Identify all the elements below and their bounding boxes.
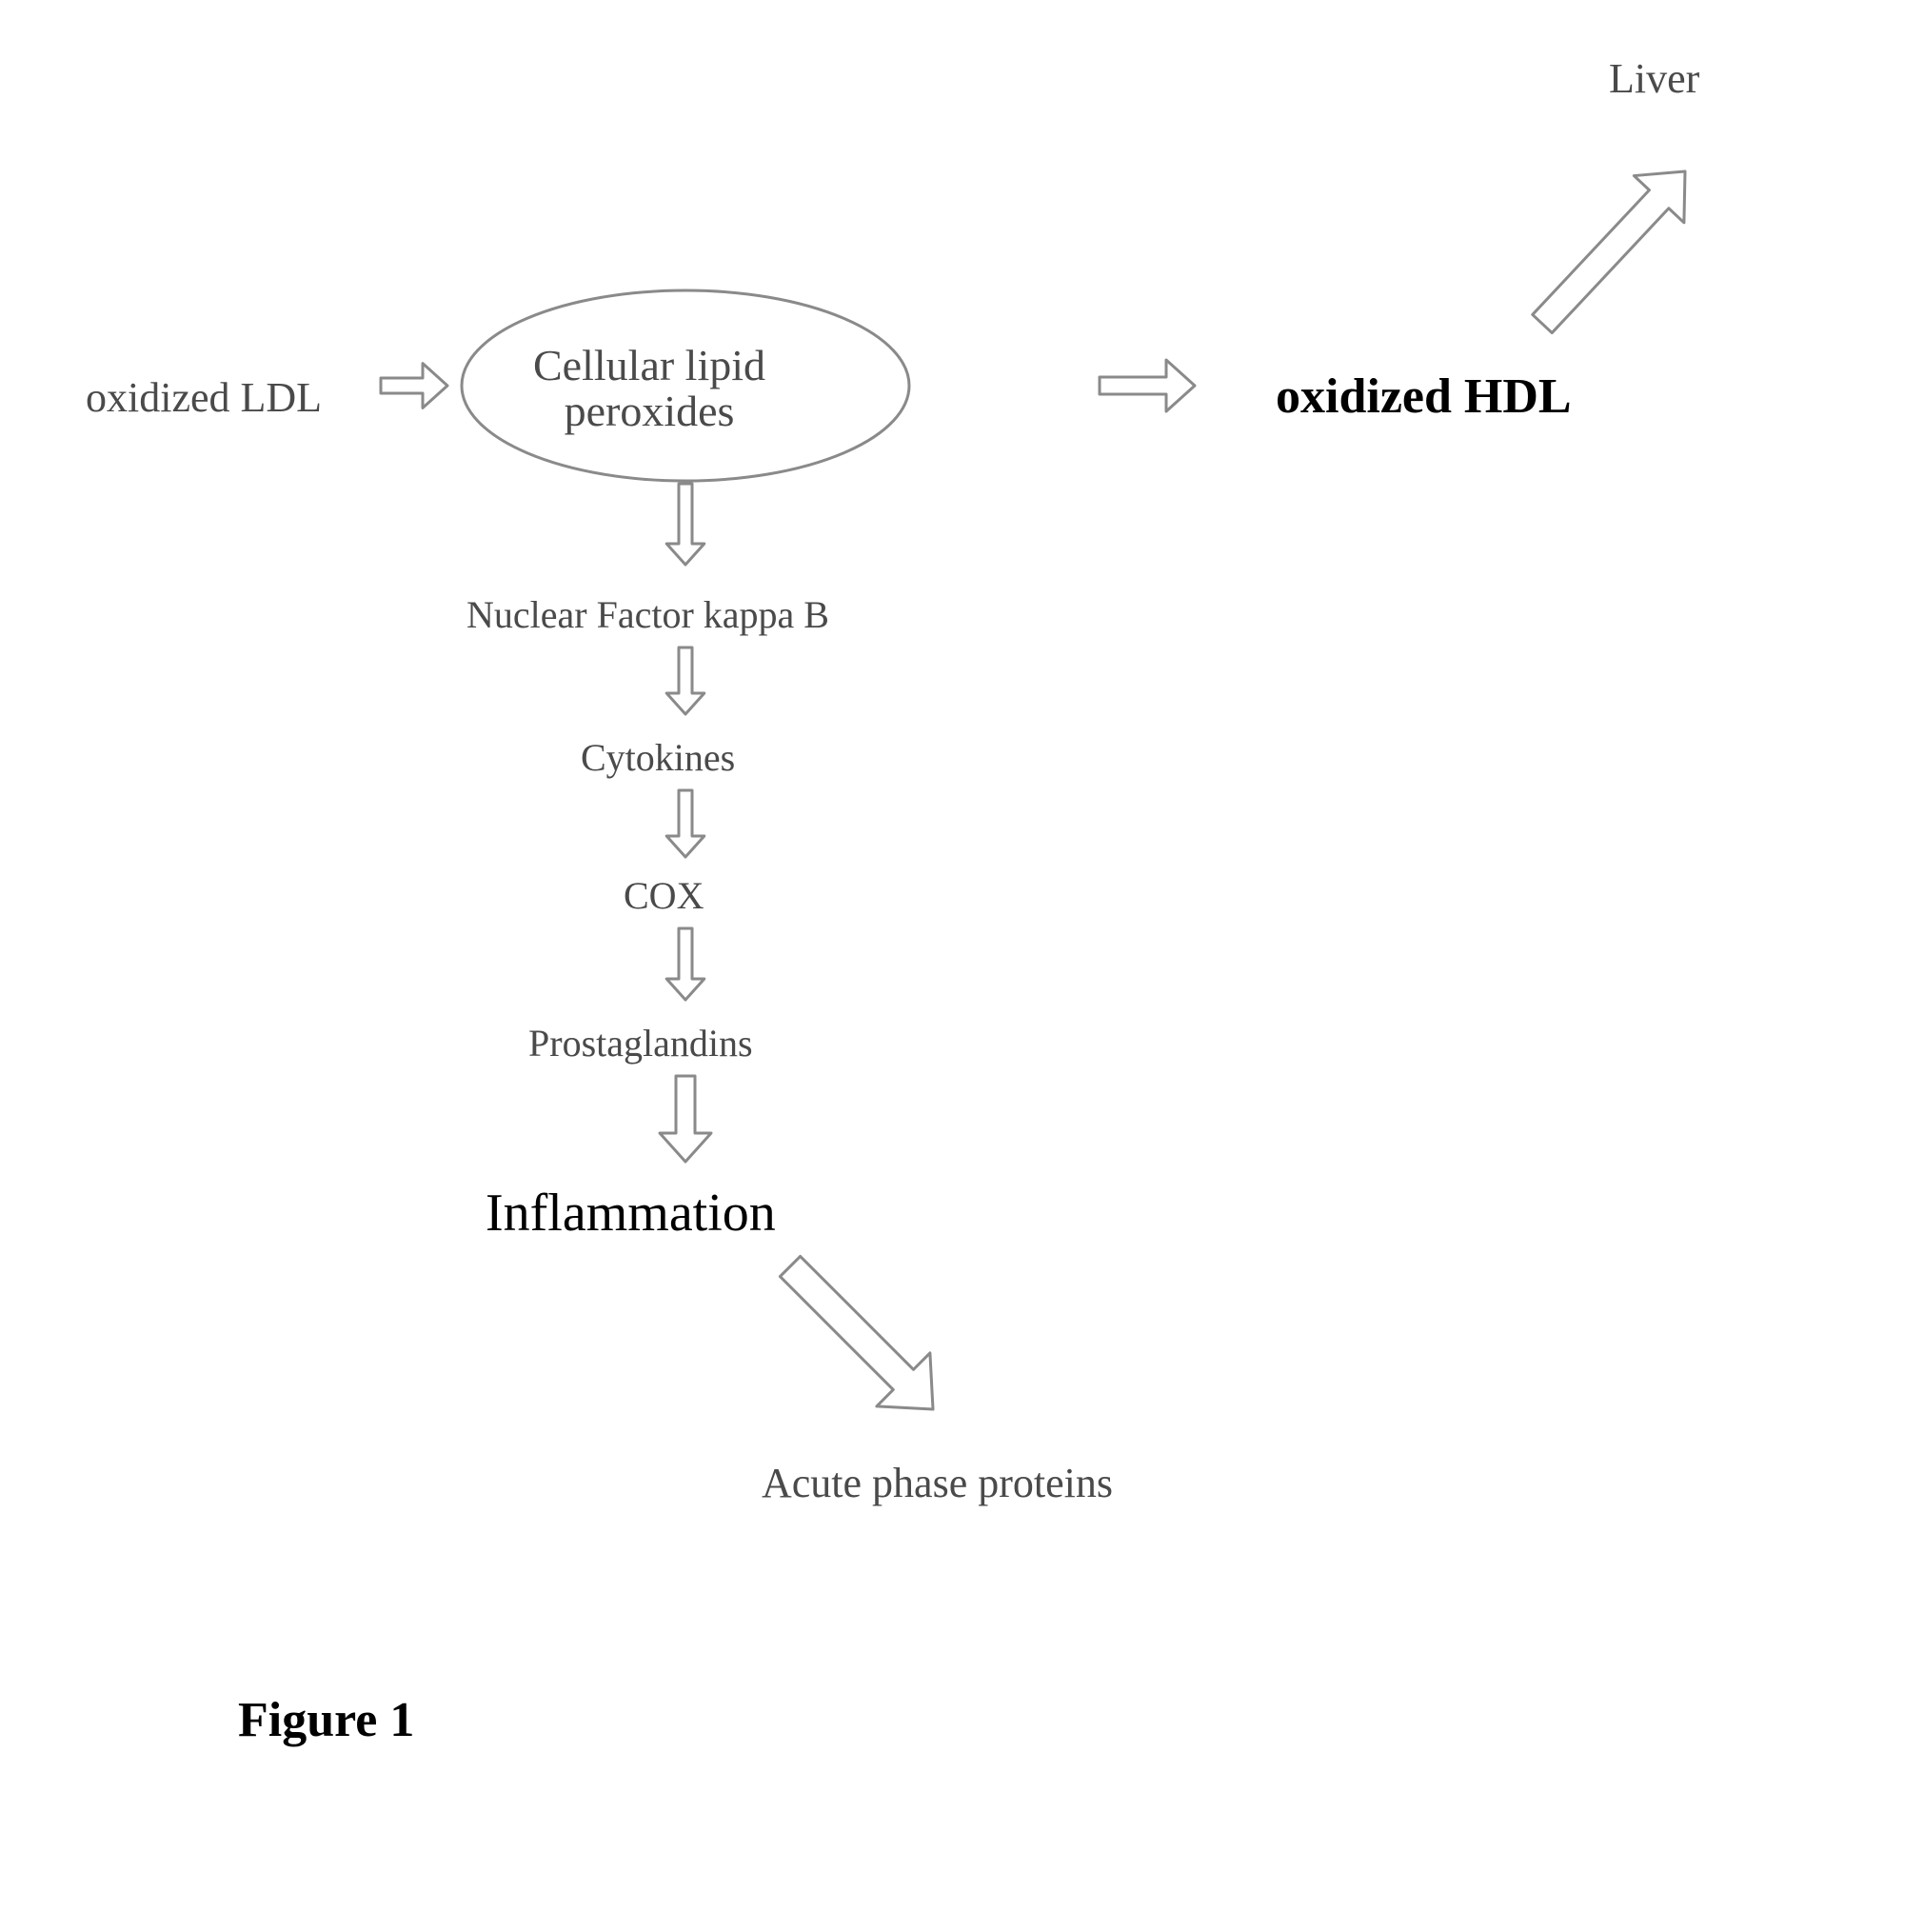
label-nfkb: Nuclear Factor kappa B (466, 595, 829, 635)
diagram-stage: Liver oxidized LDL Cellular lipid peroxi… (0, 0, 1924, 1932)
label-cytokines: Cytokines (581, 738, 735, 778)
label-cellular-lipid-peroxides: Cellular lipid peroxides (533, 343, 765, 435)
label-oxidized-ldl: oxidized LDL (86, 376, 322, 420)
arrow-cell_to_nfkb (666, 484, 704, 565)
arrow-ldl_to_cell (381, 364, 447, 408)
label-cox: COX (624, 876, 704, 916)
figure-caption: Figure 1 (238, 1695, 414, 1747)
arrow-infl_to_acute (764, 1240, 960, 1436)
arrow-prost_to_infl (660, 1076, 711, 1162)
label-inflammation: Inflammation (486, 1185, 776, 1242)
label-liver: Liver (1609, 57, 1699, 101)
label-prostaglandins: Prostaglandins (528, 1024, 753, 1064)
arrow-cox_to_prost (666, 928, 704, 1000)
arrow-cell_to_hdl (1100, 360, 1195, 411)
arrow-cyto_to_cox (666, 790, 704, 857)
diagram-svg (0, 0, 1924, 1932)
label-acute-phase-proteins: Acute phase proteins (762, 1462, 1113, 1505)
arrow-nfkb_to_cyto (666, 647, 704, 714)
arrow-hdl_to_liver (1517, 148, 1711, 347)
label-oxidized-hdl: oxidized HDL (1276, 371, 1572, 424)
